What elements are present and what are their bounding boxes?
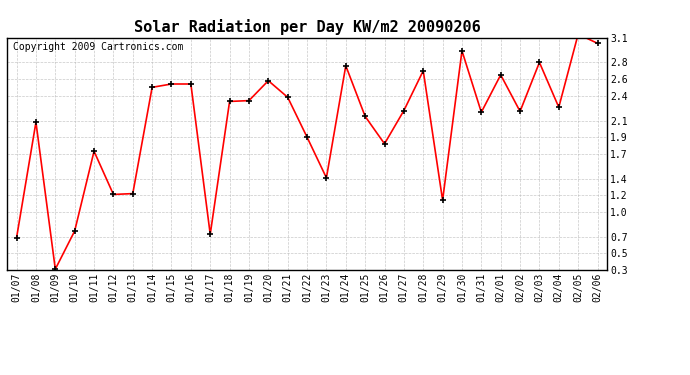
Title: Solar Radiation per Day KW/m2 20090206: Solar Radiation per Day KW/m2 20090206 xyxy=(134,19,480,35)
Text: Copyright 2009 Cartronics.com: Copyright 2009 Cartronics.com xyxy=(13,42,184,52)
